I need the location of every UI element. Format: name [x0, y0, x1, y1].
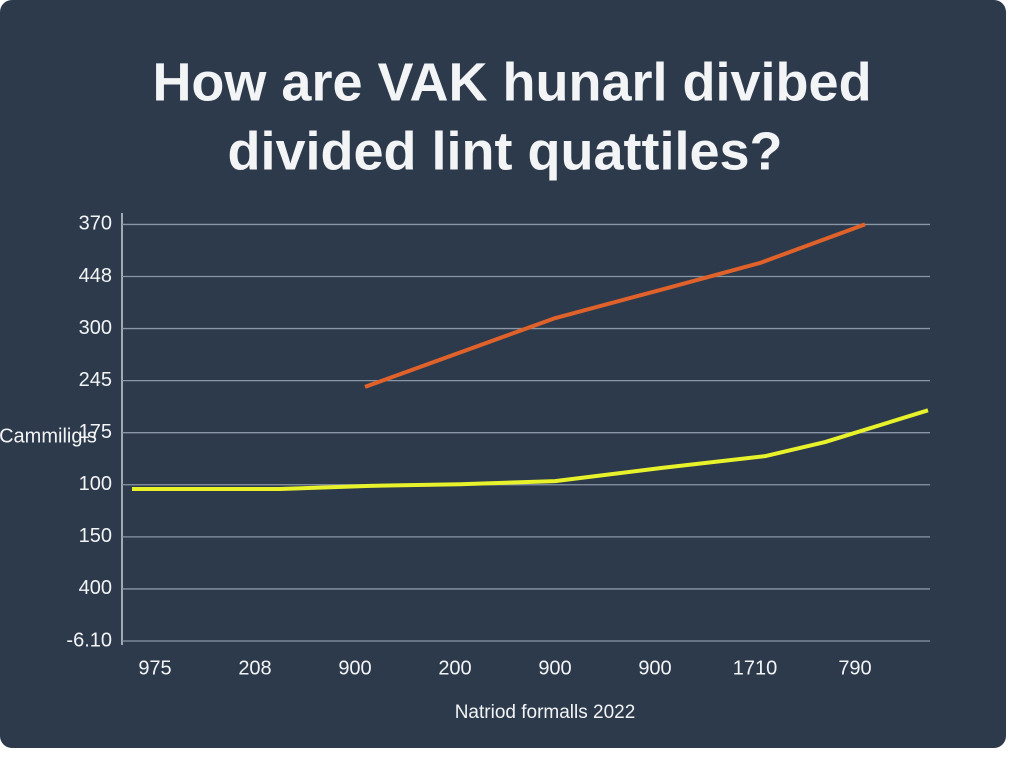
- y-tick-label: 370: [79, 213, 112, 235]
- x-tick-label: 790: [838, 657, 871, 679]
- x-tick-label: 208: [238, 657, 271, 679]
- x-axis-label: Natriod formalls 2022: [455, 702, 636, 723]
- y-tick-label: 300: [79, 317, 112, 339]
- y-tick-label: 100: [79, 473, 112, 495]
- y-tick-label: -6.10: [66, 629, 112, 651]
- x-tick-label: 900: [338, 657, 371, 679]
- y-tick-label: 150: [79, 525, 112, 547]
- line-series: [364, 222, 866, 389]
- x-tick-label: 900: [538, 657, 571, 679]
- y-tick-label: 400: [79, 577, 112, 599]
- x-tick-label: 975: [138, 657, 171, 679]
- y-axis-label: Cammiligis: [0, 425, 97, 447]
- line-series: [132, 408, 929, 491]
- x-tick-label: 200: [438, 657, 471, 679]
- y-tick-label: 448: [79, 265, 112, 287]
- chart-title: divided lint quattiles?: [227, 121, 782, 181]
- y-tick-label: 175: [79, 421, 112, 443]
- y-tick-label: 245: [79, 369, 112, 391]
- card: [0, 0, 1006, 748]
- chart-title: How are VAK hunarl divibed: [152, 52, 871, 112]
- x-tick-label: 900: [638, 657, 671, 679]
- x-tick-label: 1710: [733, 657, 778, 679]
